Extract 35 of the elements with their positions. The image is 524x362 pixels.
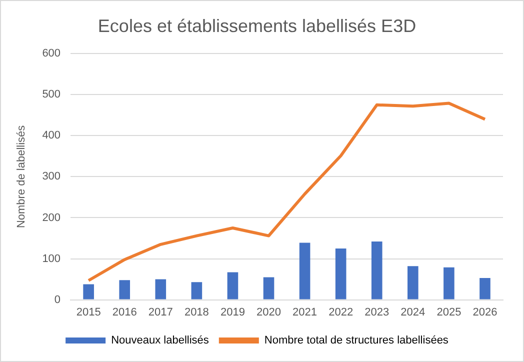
- y-tick-label: 200: [42, 212, 61, 224]
- x-tick-label: 2019: [220, 306, 245, 318]
- bar: [227, 272, 238, 300]
- bar: [299, 242, 310, 300]
- x-tick-label: 2020: [256, 306, 281, 318]
- bar: [444, 267, 454, 300]
- bar: [335, 248, 346, 300]
- x-tick-label: 2025: [436, 306, 462, 318]
- y-axis-title: Nombre de labellisés: [16, 124, 28, 228]
- bar: [155, 279, 166, 300]
- y-tick-label: 500: [42, 88, 61, 101]
- x-tick-label: 2017: [148, 306, 173, 318]
- bar: [119, 280, 130, 300]
- bar: [83, 284, 94, 300]
- x-tick-label: 2021: [292, 306, 318, 318]
- x-tick-label: 2023: [364, 306, 390, 318]
- chart-title: Ecoles et établissements labellisés E3D: [98, 16, 416, 36]
- x-tick-label: 2015: [76, 306, 101, 318]
- bar: [408, 266, 418, 300]
- y-tick-label: 0: [54, 294, 61, 306]
- bar: [480, 278, 490, 300]
- x-tick-label: 2024: [400, 306, 426, 318]
- bar: [191, 282, 202, 300]
- x-tick-label: 2018: [184, 306, 209, 318]
- y-tick-label: 600: [42, 48, 61, 60]
- x-tick-label: 2022: [328, 306, 354, 318]
- x-tick-label: 2016: [112, 306, 137, 318]
- bar: [371, 242, 382, 300]
- legend-label: Nouveaux labellisés: [111, 334, 210, 347]
- y-tick-label: 100: [42, 252, 61, 265]
- y-tick-label: 300: [42, 170, 61, 183]
- y-tick-label: 400: [42, 130, 61, 142]
- x-tick-label: 2026: [472, 306, 498, 318]
- bar: [263, 277, 274, 300]
- legend-label: Nombre total de structures labellisées: [264, 334, 449, 347]
